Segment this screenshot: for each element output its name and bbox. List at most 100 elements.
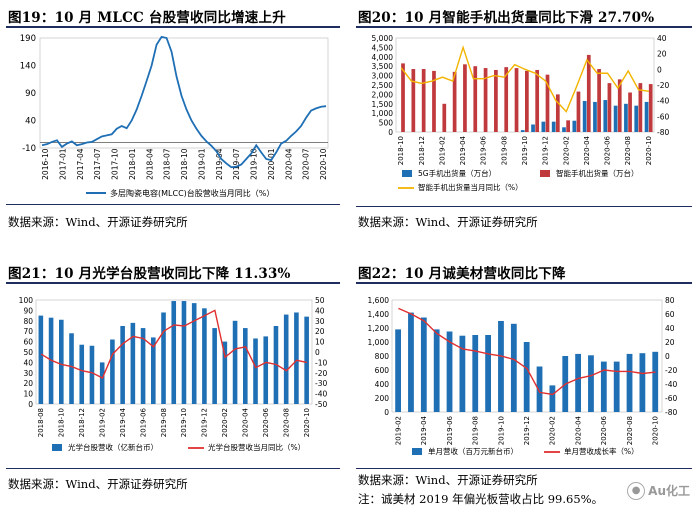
y-right-tick-label: 0 [657, 65, 662, 74]
bar-1-1 [566, 120, 570, 132]
y-right-tick-label: 10 [315, 338, 325, 347]
bar-2-0 [151, 337, 156, 404]
bar-1-1 [401, 63, 405, 132]
x-tick-label: 2019-04 [215, 148, 224, 180]
y-right-tick-label: -60 [665, 394, 677, 403]
x-tick-label: 2017-07 [93, 148, 102, 180]
bar-1-1 [535, 69, 540, 132]
fig22-chart: 02004006008001,0001,2001,4001,600-80-60-… [368, 296, 678, 456]
x-tick-label: 2020-04 [583, 135, 591, 165]
bar-2-0 [253, 338, 258, 404]
y-right-tick-label: -50 [315, 400, 327, 409]
bar-2-0 [232, 320, 238, 404]
bar-1-1 [432, 70, 436, 132]
x-tick-label: 2018-07 [163, 148, 172, 180]
x-tick-label: 2018-12 [418, 136, 426, 165]
y-left-tick-label: 600 [375, 366, 390, 375]
fig21-source: 数据来源：Wind、开源证券研究所 [8, 477, 188, 491]
bar-3-0 [433, 329, 440, 412]
x-tick-label: 2018-01 [128, 148, 137, 180]
fig21-bottom-rule [6, 468, 340, 469]
x-tick-label: 2019-02 [98, 408, 106, 437]
y-left-tick-label: 20 [23, 379, 33, 388]
x-tick-label: 2020-04 [574, 415, 582, 445]
legend-label-1-2: 智能手机出货量当月同比（%） [418, 182, 523, 192]
bar-2-0 [283, 314, 289, 404]
x-tick-label: 2017-01 [58, 148, 67, 180]
legend-swatch-3-0 [412, 448, 422, 455]
bar-3-0 [652, 351, 659, 412]
y-left-tick-label: 50 [23, 348, 33, 357]
bar-2-0 [161, 312, 166, 404]
watermark-icon: ● [627, 482, 646, 500]
x-tick-label: 2020-08 [626, 416, 634, 445]
y-left-tick-label: 2,500 [372, 81, 394, 90]
bar-3-0 [536, 366, 543, 412]
bar-1-0 [624, 103, 628, 132]
bar-1-1 [494, 69, 498, 132]
y-right-tick-label: -40 [315, 390, 327, 399]
bar-3-0 [446, 331, 453, 412]
x-tick-label: 2020-02 [221, 408, 229, 437]
y-left-tick-label: 400 [375, 380, 390, 389]
x-tick-label: 2020-08 [624, 136, 632, 165]
bar-1-1 [525, 70, 529, 132]
line-series-1 [400, 45, 649, 113]
bar-1-1 [473, 66, 478, 132]
y-left-tick-label: 1,600 [368, 296, 390, 305]
bar-1-1 [576, 91, 581, 132]
y-left-tick-label: 3,000 [372, 72, 394, 81]
fig22-source: 数据来源：Wind、开源证券研究所 [358, 473, 538, 487]
y-left-tick-label: 40 [23, 358, 33, 367]
y-left-tick-label: 1,200 [368, 324, 390, 333]
y-right-tick-label: 50 [315, 296, 325, 305]
x-tick-label: 2020-06 [604, 135, 612, 165]
bar-1-1 [545, 74, 550, 132]
bar-1-1 [607, 83, 612, 132]
x-tick-label: 2018-08 [37, 408, 45, 437]
x-tick-label: 2020-01 [267, 148, 276, 180]
bar-1-0 [531, 124, 535, 132]
x-tick-label: 2020-02 [562, 136, 570, 165]
watermark: ● Au化工 [627, 482, 690, 500]
y-left-tick-label: 90 [23, 306, 33, 315]
fig20-source: 数据来源：Wind、开源证券研究所 [358, 215, 538, 229]
x-tick-label: 2020-04 [242, 407, 250, 437]
y-right-tick-label: -30 [315, 379, 327, 388]
y-left-tick-label: 2,000 [372, 90, 394, 99]
x-tick-label: 2018-12 [78, 408, 86, 437]
x-tick-label: 2019-10 [497, 416, 505, 445]
x-tick-label: 2020-10 [319, 148, 328, 180]
bar-2-0 [263, 336, 269, 404]
x-tick-label: 2020-08 [282, 408, 290, 437]
x-tick-label: 2019-10 [250, 148, 259, 180]
line-series-2 [40, 309, 308, 379]
bar-2-0 [181, 301, 187, 404]
x-tick-label: 2019-12 [542, 136, 550, 165]
bar-1-0 [582, 100, 587, 132]
x-tick-label: 2020-04 [284, 148, 293, 180]
x-tick-label: 2019-07 [232, 148, 241, 180]
x-tick-label: 2019-08 [500, 136, 508, 165]
bar-3-0 [420, 317, 427, 412]
fig22-bottom-rule [356, 468, 692, 469]
fig21-title-rule [6, 282, 340, 284]
fig22-title-rule [356, 282, 692, 284]
fig19-bottom-rule [6, 204, 340, 205]
y-left-tick-label: 70 [23, 327, 33, 336]
y-left-tick-label: 30 [23, 369, 33, 378]
bar-1-1 [411, 69, 416, 132]
y-right-tick-label: -20 [665, 366, 677, 375]
bar-1-0 [562, 127, 566, 132]
fig22-note: 注：诚美材 2019 年偏光板营收占比 99.65%。 [358, 492, 604, 506]
bar-1-0 [603, 100, 608, 132]
bar-1-1 [514, 68, 519, 132]
x-tick-label: 2019-10 [180, 408, 188, 437]
y-right-tick-label: -20 [315, 369, 327, 378]
y-left-tick-label: 100 [19, 296, 34, 305]
y-right-tick-label: -20 [657, 81, 669, 90]
y-right-tick-label: 80 [665, 296, 675, 305]
bar-2-0 [38, 315, 44, 404]
y-right-tick-label: -40 [657, 97, 669, 106]
y-tick-label: 90 [25, 89, 36, 99]
